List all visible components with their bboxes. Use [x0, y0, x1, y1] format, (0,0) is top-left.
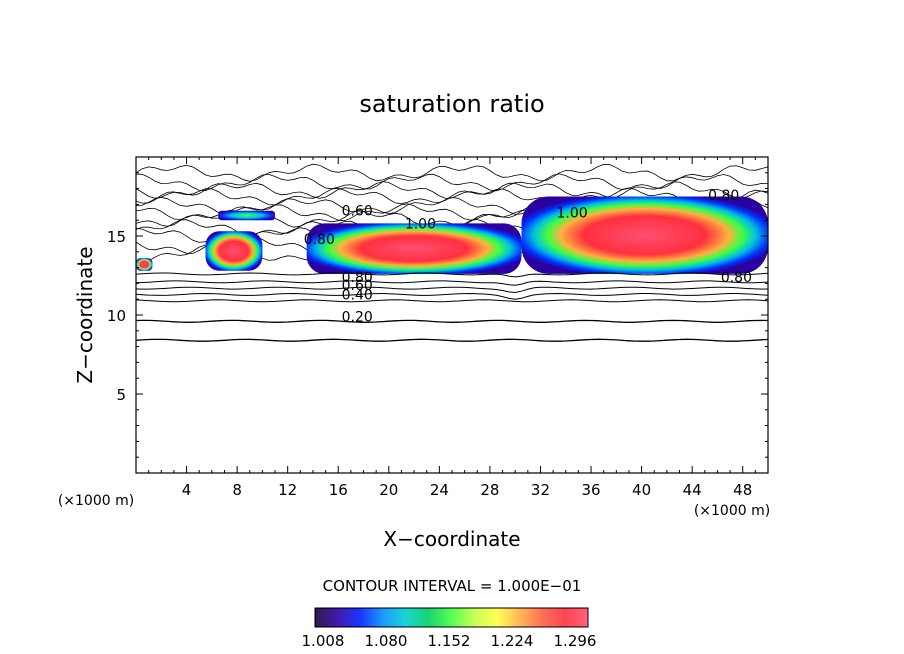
contour-line [136, 338, 768, 342]
colorbar-tick-label: 1.296 [554, 632, 597, 650]
x-tick-label: 16 [329, 481, 348, 499]
x-tick-label: 24 [430, 481, 449, 499]
contour-line [136, 286, 768, 294]
contour-line [136, 299, 768, 303]
contour-label: 0.60 [342, 278, 373, 294]
colorbar-ticks: 1.008 1.080 1.152 1.224 1.296 [302, 632, 597, 650]
supersaturated-regions [136, 196, 768, 274]
contour-line-upper [136, 163, 768, 182]
cloud-region-cloud-c [218, 210, 276, 221]
x-tick-label: 32 [531, 481, 550, 499]
contour-label: 0.40 [342, 287, 373, 303]
plot-area [136, 163, 768, 342]
contour-line [136, 280, 768, 286]
contour-line [136, 292, 768, 300]
colorbar-tick-label: 1.224 [491, 632, 534, 650]
x-tick-label: 28 [480, 481, 499, 499]
x-tick-label: 48 [733, 481, 752, 499]
colorbar-hatching [316, 609, 588, 626]
colorbar [314, 607, 589, 628]
x-tick-label: 8 [232, 481, 242, 499]
chart-title: saturation ratio [359, 90, 544, 118]
x-unit-right: (×1000 m) [694, 503, 770, 519]
cloud-region-cloud-b [205, 231, 263, 271]
contour-line [136, 319, 768, 323]
contour-interval-label: CONTOUR INTERVAL = 1.000E−01 [323, 577, 582, 595]
contour-label: 0.60 [342, 204, 373, 220]
x-tick-label: 40 [632, 481, 651, 499]
contour-label: 0.80 [708, 188, 739, 204]
y-tick-label: 15 [107, 228, 126, 246]
y-tick-label: 10 [107, 307, 126, 325]
contour-label: 0.80 [304, 232, 335, 248]
x-axis-title: X−coordinate [383, 527, 520, 551]
x-tick-label: 20 [379, 481, 398, 499]
x-axis-ticks: 4 8 12 16 20 24 28 32 36 40 44 48 [148, 157, 756, 499]
y-tick-label: 5 [116, 386, 126, 404]
contour-label: 0.20 [342, 310, 373, 326]
x-tick-label: 44 [683, 481, 702, 499]
colorbar-tick-label: 1.080 [365, 632, 408, 650]
colorbar-tick-label: 1.008 [302, 632, 345, 650]
contour-line [136, 272, 768, 278]
contour-line-upper [136, 173, 768, 192]
contour-lines [136, 272, 768, 342]
cloud-region-cloud-d [306, 223, 522, 274]
x-tick-label: 4 [182, 481, 192, 499]
cloud-region-cloud-e [521, 196, 768, 274]
x-tick-label: 12 [278, 481, 297, 499]
contour-labels: 0.601.000.800.800.600.400.200.801.000.80 [304, 188, 752, 326]
x-tick-label: 36 [581, 481, 600, 499]
y-axis-title: Z−coordinate [73, 246, 97, 383]
contour-label: 0.80 [721, 270, 752, 286]
contour-label: 1.00 [556, 205, 587, 221]
contour-line-upper [136, 187, 768, 206]
y-axis-ticks: 5 10 15 [107, 172, 768, 458]
contour-label: 0.80 [342, 270, 373, 286]
cloud-region-cloud-a [136, 258, 153, 271]
x-unit-left: (×1000 m) [58, 493, 134, 509]
colorbar-tick-label: 1.152 [428, 632, 471, 650]
contour-label: 1.00 [405, 216, 436, 232]
